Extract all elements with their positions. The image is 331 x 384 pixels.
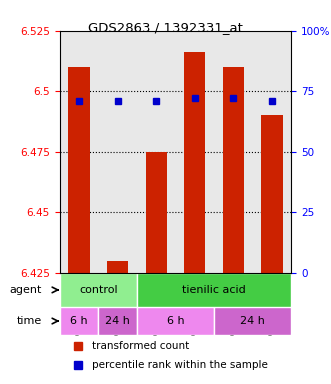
FancyBboxPatch shape [60,273,137,307]
Text: percentile rank within the sample: percentile rank within the sample [92,360,268,370]
Text: agent: agent [10,285,42,295]
Text: transformed count: transformed count [92,341,189,351]
Bar [184,53,205,273]
FancyBboxPatch shape [137,273,291,307]
Bar [68,67,89,273]
Text: tienilic acid: tienilic acid [182,285,246,295]
Text: 6 h: 6 h [166,316,184,326]
Text: time: time [17,316,42,326]
Bar [223,67,244,273]
Bar [107,261,128,273]
FancyBboxPatch shape [214,307,291,335]
Text: 24 h: 24 h [240,316,265,326]
FancyBboxPatch shape [98,307,137,335]
Bar [146,152,167,273]
Bar [261,116,283,273]
Text: control: control [79,285,118,295]
FancyBboxPatch shape [137,307,214,335]
Text: 24 h: 24 h [105,316,130,326]
FancyBboxPatch shape [60,307,98,335]
Text: 6 h: 6 h [70,316,88,326]
Text: GDS2863 / 1392331_at: GDS2863 / 1392331_at [88,21,243,34]
